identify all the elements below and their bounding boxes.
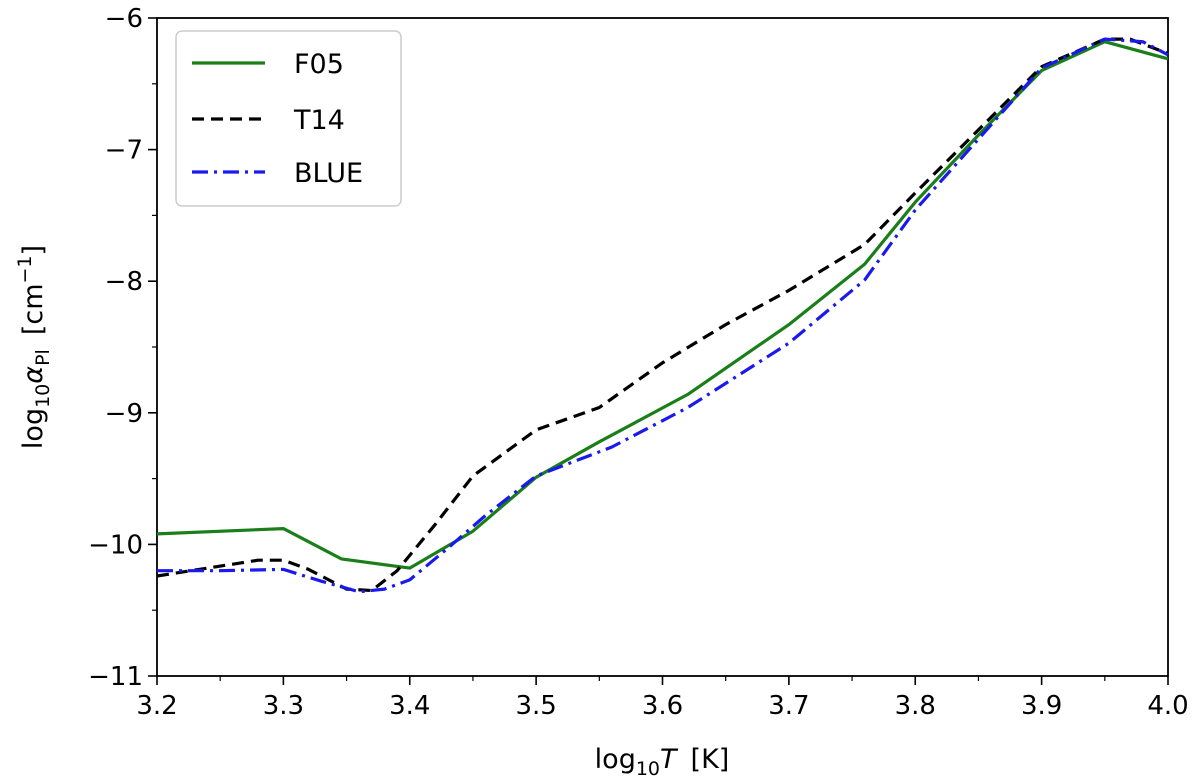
x-tick-label: 4.0: [1147, 691, 1188, 721]
legend-label-t14: T14: [293, 105, 345, 136]
series-line-f05: [156, 40, 1169, 570]
legend-box: [175, 30, 402, 207]
x-tick-label: 3.3: [263, 691, 304, 721]
y-tick-label: −7: [105, 136, 143, 166]
x-tick-label: 3.4: [389, 691, 430, 721]
y-tick-label: −9: [105, 399, 143, 429]
series-line-blue: [157, 37, 1169, 594]
x-tick-label: 3.2: [136, 691, 177, 721]
legend: F05 T14 BLUE: [175, 30, 402, 207]
series-layer: [156, 37, 1169, 594]
x-axis-label: log10T [K]: [595, 744, 730, 780]
y-tick-label: −10: [88, 530, 143, 560]
y-axis-ticks: −11 −10 −9 −8 −7 −6: [88, 4, 157, 692]
x-tick-label: 3.6: [642, 691, 683, 721]
legend-label-f05: F05: [294, 49, 344, 80]
x-tick-label: 3.8: [895, 691, 936, 721]
x-tick-label: 3.5: [515, 691, 556, 721]
x-axis-ticks: 3.2 3.3 3.4 3.5 3.6 3.7 3.8 3.9 4.0: [136, 676, 1189, 721]
series-line-t14: [156, 37, 1169, 593]
y-tick-label: −8: [105, 267, 143, 297]
x-tick-label: 3.7: [768, 691, 809, 721]
y-tick-label: −6: [105, 4, 143, 34]
y-axis-label: log10αPl[cm−1]: [14, 245, 54, 449]
legend-label-blue: BLUE: [294, 158, 363, 189]
x-tick-label: 3.9: [1021, 691, 1062, 721]
y-tick-label: −11: [88, 662, 143, 692]
